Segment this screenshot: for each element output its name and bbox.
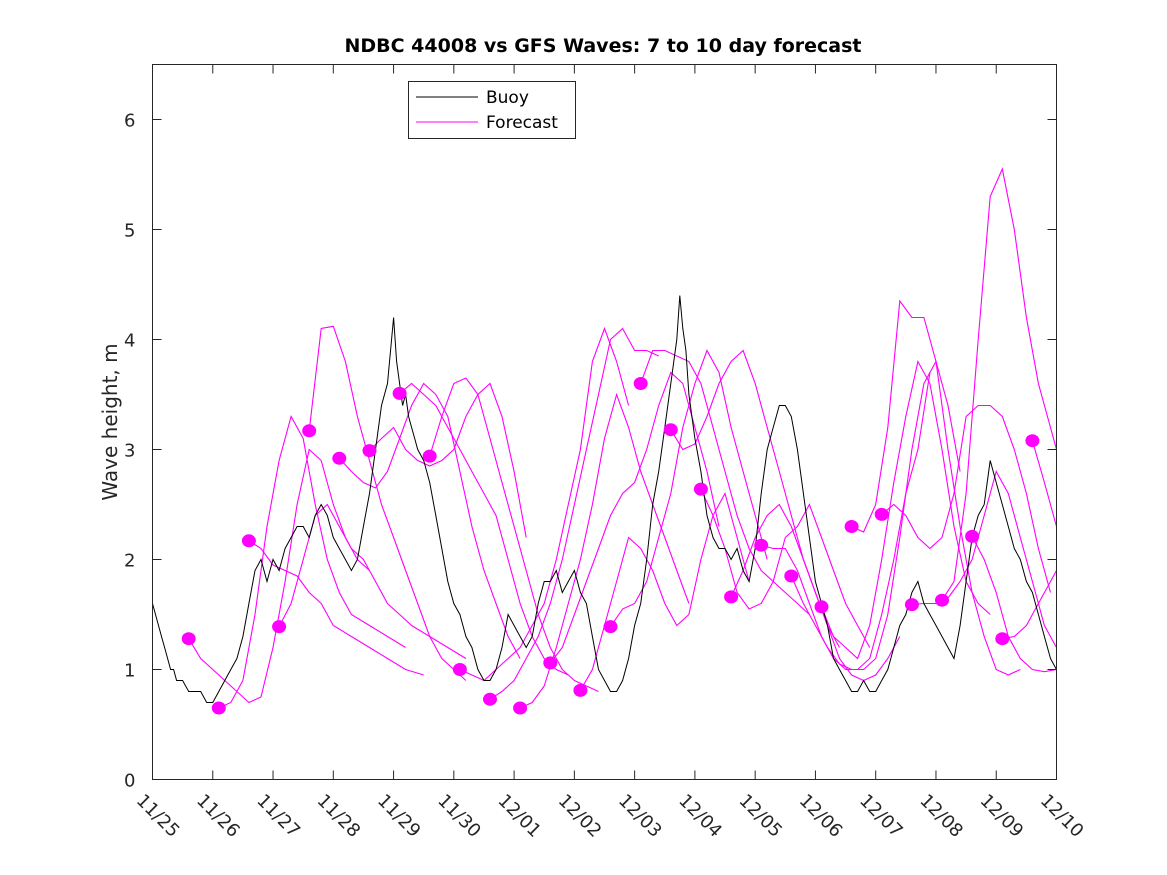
legend-buoy-label: Buoy xyxy=(486,88,529,108)
forecast-start-marker xyxy=(241,534,256,548)
forecast-start-marker xyxy=(452,663,467,676)
forecast-start-marker xyxy=(663,423,678,437)
forecast-start-marker xyxy=(874,507,889,521)
forecast-start-marker xyxy=(814,600,829,614)
forecast-start-marker xyxy=(965,529,980,543)
forecast-line-8 xyxy=(429,377,599,693)
forecast-start-marker xyxy=(935,593,949,607)
x-tick-label: 12/03 xyxy=(614,790,666,842)
forecast-start-marker xyxy=(332,451,347,465)
forecast-line-13 xyxy=(579,492,750,691)
forecast-start-marker xyxy=(272,620,287,634)
forecast-start-marker xyxy=(422,449,437,463)
x-tick-label: 12/05 xyxy=(735,790,787,842)
forecast-line-22 xyxy=(851,299,1021,676)
buoy-line xyxy=(152,295,1057,703)
forecast-start-marker xyxy=(754,538,769,552)
forecast-start-marker xyxy=(784,569,799,583)
x-tick-label: 11/25 xyxy=(132,790,184,842)
forecast-start-marker xyxy=(603,620,618,634)
forecast-start-marker xyxy=(904,598,919,612)
forecast-line-28 xyxy=(1031,440,1057,527)
legend-forecast-label: Forecast xyxy=(486,113,558,133)
x-tick-label: 12/10 xyxy=(1036,790,1088,842)
forecast-line-6 xyxy=(369,382,527,538)
plot-frame xyxy=(152,64,1057,780)
forecast-line-9 xyxy=(459,326,630,682)
forecast-start-marker xyxy=(181,632,196,646)
data-layer xyxy=(152,167,1057,715)
x-tick-label: 11/28 xyxy=(313,790,365,842)
forecast-line-4 xyxy=(308,325,467,681)
x-tick-label: 12/09 xyxy=(976,790,1028,842)
y-tick-label: 5 xyxy=(124,221,135,242)
x-tick-label: 11/29 xyxy=(373,790,425,842)
forecast-start-marker xyxy=(1025,434,1040,448)
forecast-line-19 xyxy=(761,372,931,671)
x-tick-label: 11/26 xyxy=(192,790,244,842)
forecast-line-12 xyxy=(549,371,720,664)
plot-area xyxy=(152,64,1057,780)
x-tick-label: 12/02 xyxy=(554,790,606,842)
y-tick-label: 6 xyxy=(124,111,135,132)
forecast-line-10 xyxy=(489,327,659,700)
forecast-start-marker xyxy=(513,701,528,715)
forecast-start-marker xyxy=(392,386,407,400)
forecast-line-0 xyxy=(188,448,370,704)
y-tick-label: 0 xyxy=(124,771,135,792)
forecast-start-marker xyxy=(633,377,648,390)
legend: Buoy Forecast xyxy=(408,81,576,139)
forecast-start-marker xyxy=(844,520,859,533)
forecast-line-23 xyxy=(881,404,1052,593)
chart-title: NDBC 44008 vs GFS Waves: 7 to 10 day for… xyxy=(344,35,861,57)
forecast-line-15 xyxy=(640,349,810,615)
forecast-start-marker xyxy=(995,632,1010,646)
forecast-start-marker xyxy=(211,701,226,715)
forecast-line-26 xyxy=(971,536,1057,673)
forecast-line-21 xyxy=(820,359,991,660)
forecast-line-11 xyxy=(519,392,690,709)
forecast-line-17 xyxy=(700,488,871,648)
forecast-line-20 xyxy=(790,360,961,671)
x-tick-label: 12/07 xyxy=(855,790,907,842)
forecast-start-marker xyxy=(573,683,588,697)
y-tick-label: 2 xyxy=(124,551,135,572)
forecast-start-marker xyxy=(693,482,708,496)
x-tick-label: 11/27 xyxy=(252,790,304,842)
x-tick-label: 11/30 xyxy=(433,790,485,842)
forecast-line-14 xyxy=(610,349,768,627)
x-tick-label: 12/01 xyxy=(494,790,546,842)
x-tick-label: 12/04 xyxy=(674,790,726,842)
forecast-line-2 xyxy=(248,540,424,676)
forecast-line-3 xyxy=(278,503,467,659)
y-tick-label: 1 xyxy=(124,661,135,682)
legend-box xyxy=(408,81,576,139)
forecast-start-marker xyxy=(724,590,739,604)
forecast-line-25 xyxy=(941,167,1057,601)
forecast-line-27 xyxy=(1002,570,1057,640)
forecast-line-18 xyxy=(730,503,901,682)
forecast-line-1 xyxy=(218,415,406,709)
y-axis-label: Wave height, m xyxy=(98,343,122,500)
forecast-line-5 xyxy=(338,382,521,659)
forecast-line-7 xyxy=(399,382,569,676)
x-tick-label: 12/06 xyxy=(795,790,847,842)
y-tick-label: 3 xyxy=(124,441,135,462)
forecast-start-marker xyxy=(543,656,558,670)
forecast-start-marker xyxy=(302,424,317,438)
y-axis: 0 1 2 3 4 5 6 xyxy=(124,111,1057,792)
forecast-start-marker xyxy=(483,692,497,706)
forecast-start-marker xyxy=(362,444,377,458)
y-tick-label: 4 xyxy=(124,331,135,352)
x-tick-label: 12/08 xyxy=(915,790,967,842)
